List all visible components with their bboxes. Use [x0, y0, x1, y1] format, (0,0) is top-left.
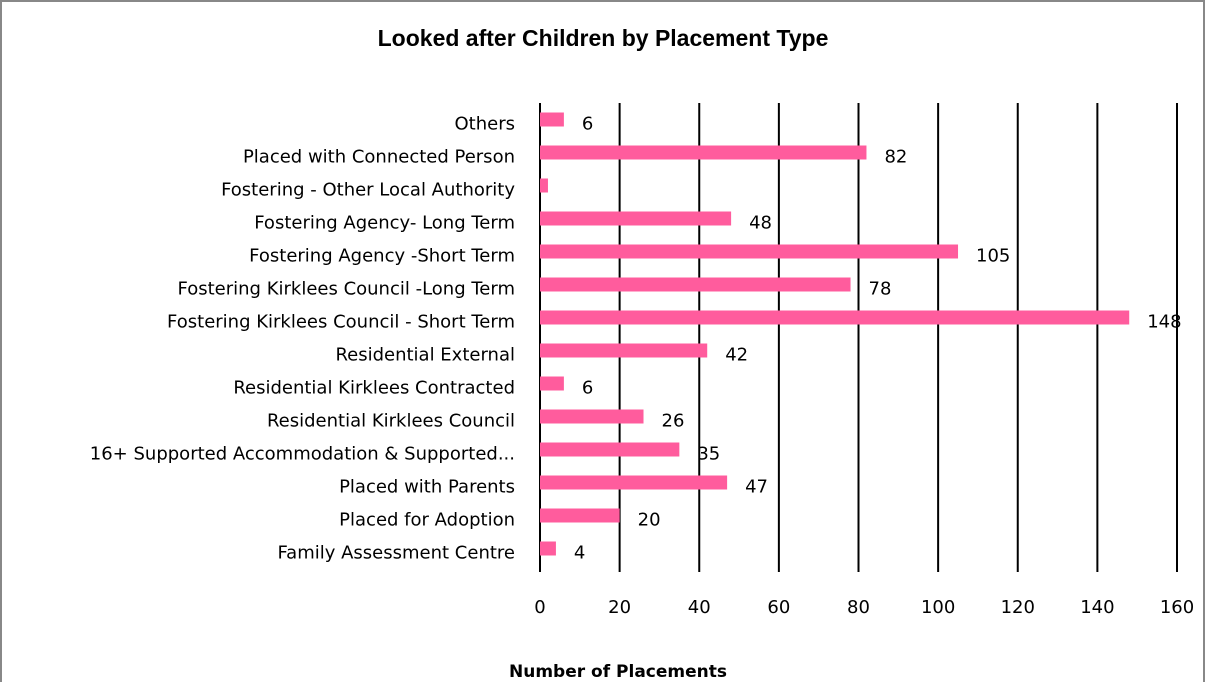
bar [540, 211, 732, 226]
bar [540, 376, 564, 391]
bar [540, 145, 867, 160]
data-label: 6 [582, 114, 593, 135]
data-label: 48 [749, 213, 772, 234]
y-tick-label: Fostering Agency -Short Term [249, 246, 515, 267]
data-label: 47 [745, 477, 768, 498]
y-tick-label: Family Assessment Centre [277, 543, 515, 564]
bar [540, 112, 564, 127]
chart-title: Looked after Children by Placement Type [378, 25, 829, 51]
data-label: 82 [884, 147, 907, 168]
x-tick-label: 100 [921, 597, 955, 618]
bar [540, 277, 851, 292]
bar [540, 508, 620, 523]
x-tick-label: 0 [534, 597, 545, 618]
data-label: 26 [662, 411, 685, 432]
x-axis-title: Number of Placements [509, 662, 727, 682]
bar [540, 244, 959, 259]
y-tick-label: Residential Kirklees Contracted [233, 378, 515, 399]
data-label: 105 [976, 246, 1010, 267]
data-label: 6 [582, 378, 593, 399]
y-tick-label: Fostering Agency- Long Term [254, 213, 515, 234]
y-tick-label: Residential External [335, 345, 515, 366]
y-tick-label: Placed with Connected Person [243, 147, 515, 168]
x-tick-label: 140 [1080, 597, 1114, 618]
y-tick-label: Others [455, 114, 516, 135]
bar [540, 178, 548, 193]
y-tick-label: Fostering - Other Local Authority [221, 180, 515, 201]
data-label: 4 [574, 543, 585, 564]
data-label: 148 [1147, 312, 1181, 333]
bar [540, 475, 728, 490]
x-tick-label: 20 [608, 597, 631, 618]
data-label: 35 [697, 444, 720, 465]
bar [540, 343, 708, 358]
x-tick-label: 160 [1160, 597, 1194, 618]
x-tick-label: 60 [767, 597, 790, 618]
x-tick-label: 120 [1001, 597, 1035, 618]
bar [540, 541, 556, 556]
y-tick-label: Fostering Kirklees Council -Long Term [178, 279, 516, 300]
bar [540, 442, 680, 457]
x-tick-label: 80 [847, 597, 870, 618]
data-label: 20 [638, 510, 661, 531]
data-label: 78 [869, 279, 892, 300]
y-tick-label: Residential Kirklees Council [267, 411, 515, 432]
data-label: 42 [725, 345, 748, 366]
bar [540, 310, 1130, 325]
bar [540, 409, 644, 424]
y-tick-label: Placed with Parents [339, 477, 515, 498]
y-tick-label: Fostering Kirklees Council - Short Term [167, 312, 515, 333]
y-tick-label: Placed for Adoption [339, 510, 515, 531]
x-tick-label: 40 [688, 597, 711, 618]
y-tick-label: 16+ Supported Accommodation & Supported.… [90, 444, 515, 465]
